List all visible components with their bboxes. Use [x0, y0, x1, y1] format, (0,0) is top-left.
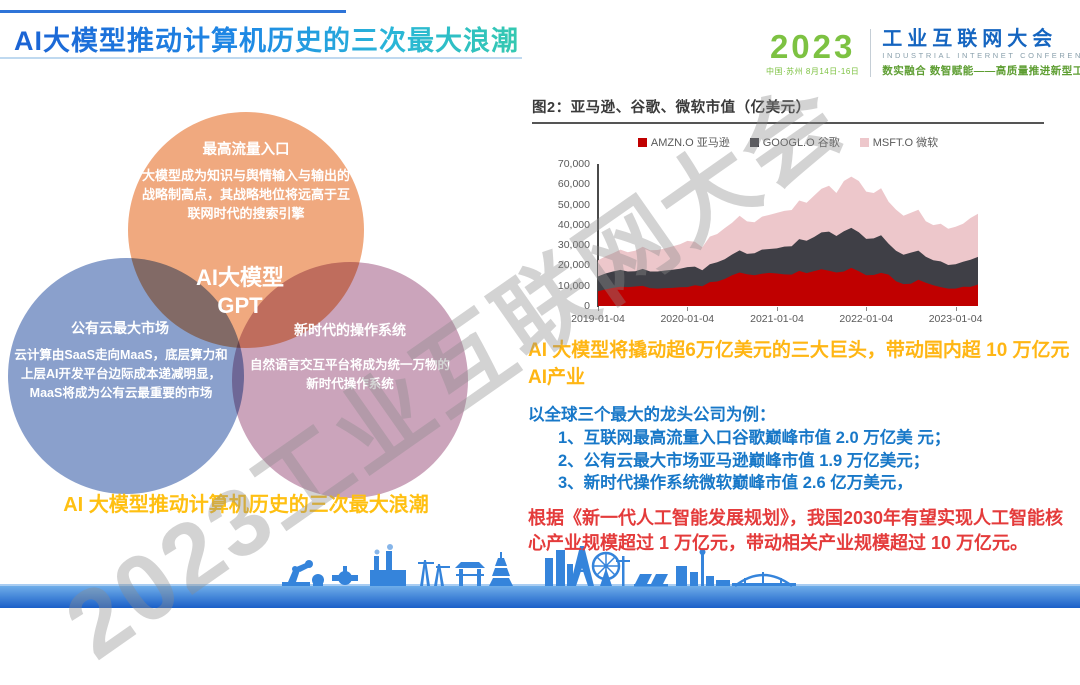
- x-axis-tick-mark: [687, 307, 689, 311]
- legend-item-msft: MSFT.O 微软: [859, 134, 938, 150]
- chart-legend: AMZN.O 亚马逊 GOOGL.O 谷歌 MSFT.O 微软: [532, 134, 1044, 150]
- list-item: 1、互联网最高流量入口谷歌巅峰市值 2.0 万亿美 元；: [558, 428, 951, 447]
- chart-panel: 图2：亚马逊、谷歌、微软市值（亿美元） AMZN.O 亚马逊 GOOGL.O 谷歌…: [532, 96, 1044, 338]
- policy-note-text: 根据《新一代人工智能发展规划》，我国2030年有望实现人工智能核心产业规模超过 …: [528, 508, 1064, 554]
- y-axis-line: [597, 164, 599, 307]
- venn-center-label: AI大模型 GPT: [195, 265, 284, 318]
- bottom-band: [0, 586, 1080, 608]
- y-axis-tick-label: 40,000: [557, 218, 590, 231]
- stacked-area-svg: [598, 176, 978, 306]
- bridge-icon: [732, 572, 796, 587]
- y-axis-tick-label: 20,000: [557, 259, 590, 272]
- venn-diagram: 最高流量入口 大模型成为知识与舆情输入与输出的战略制高点，其战略地位将远高于互联…: [0, 112, 480, 498]
- solar-panels-icon: [634, 574, 668, 587]
- venn-left-body: 云计算由SaaS走向MaaS，底层算力和上层AI开发平台边际成本递减明显，Maa…: [14, 348, 228, 400]
- pole-icon: [616, 556, 630, 586]
- venn-circle-cloud: [8, 258, 244, 494]
- venn-right-title: 新时代的操作系统: [294, 322, 406, 338]
- list-item: 2、公有云最大市场亚马逊巅峰市值 1.9 万亿美元；: [558, 451, 930, 470]
- examples-list-header: 以全球三个最大的龙头公司为例：: [528, 406, 776, 424]
- y-axis-tick-label: 0: [584, 300, 590, 312]
- y-axis-tick-label: 10,000: [557, 279, 590, 292]
- towers-icon: [545, 550, 573, 586]
- conference-logo: 2023 中国·苏州 8月14日-16日 工业互联网大会 INDUSTRIAL …: [766, 28, 1080, 78]
- logo-divider: [870, 29, 872, 77]
- venn-circle-os: [232, 262, 468, 498]
- legend-swatch-icon: [749, 137, 759, 147]
- legend-swatch-icon: [637, 137, 647, 147]
- robot-arm-icon: [282, 560, 324, 586]
- legend-item-amzn: AMZN.O 亚马逊: [637, 134, 730, 150]
- x-axis-tick-label: 2020-01-04: [660, 313, 715, 325]
- skyline-graphic: [0, 544, 1080, 608]
- x-axis-tick-label: 2022-01-04: [839, 313, 894, 325]
- y-axis-tick-label: 70,000: [557, 158, 590, 170]
- examples-list: 以全球三个最大的龙头公司为例： 1、互联网最高流量入口谷歌巅峰市值 2.0 万亿…: [528, 404, 1076, 495]
- area-amzn: [598, 267, 978, 306]
- list-item: 3、新时代操作系统微软巅峰市值 2.6 亿万美元，: [558, 474, 913, 493]
- x-axis-tick-mark: [598, 307, 599, 311]
- legend-item-googl: GOOGL.O 谷歌: [749, 134, 840, 150]
- x-axis-tick-mark: [866, 307, 868, 311]
- cranes-icon: [418, 560, 450, 586]
- logo-name-cn: 工业互联网大会: [882, 28, 1058, 50]
- chart-title: 图2：亚马逊、谷歌、微软市值（亿美元）: [532, 96, 1044, 124]
- logo-venue: 中国·苏州 8月14日-16日: [766, 66, 860, 76]
- logo-name-en: INDUSTRIAL INTERNET CONFERENCE: [882, 51, 1080, 60]
- venn-top-title: 最高流量入口: [202, 142, 290, 158]
- x-axis-tick-mark: [776, 307, 778, 311]
- x-axis-tick-mark: [955, 307, 957, 311]
- x-axis-tick-label: 2023-01-04: [928, 313, 983, 325]
- city-silhouettes: [282, 544, 796, 587]
- valve-icon: [332, 566, 358, 585]
- venn-top-body: 大模型成为知识与舆情输入与输出的战略制高点，其战略地位将远高于互联网时代的搜索引…: [141, 168, 350, 221]
- logo-tagline: 数实融合 数智赋能——高质量推进新型工业化: [882, 65, 1080, 77]
- chart-body: 0 10,000 20,000 30,000 40,000 50,000 60,000 70,…: [532, 156, 1044, 338]
- temple-icon: [455, 562, 485, 586]
- y-axis-tick-label: 50,000: [557, 198, 590, 211]
- header-accent-line: [0, 10, 346, 13]
- legend-swatch-icon: [859, 137, 869, 147]
- venn-right-body: 自然语言交互平台将成为统一万物的新时代操作系统: [249, 358, 450, 391]
- venn-caption: AI 大模型推动计算机历史的三次最大浪潮: [63, 494, 429, 516]
- header-divider-line: [0, 57, 522, 59]
- eiffel-tower-icon: [570, 546, 594, 586]
- logo-year: 2023: [769, 27, 856, 65]
- y-axis-tick-label: 30,000: [557, 239, 590, 252]
- venn-left-title: 公有云最大市场: [71, 320, 169, 336]
- band-highlight: [0, 584, 1080, 587]
- ferris-wheel-icon: [591, 551, 621, 586]
- logo-year-block: 2023 中国·苏州 8月14日-16日: [766, 30, 859, 77]
- logo-name-block: 工业互联网大会 INDUSTRIAL INTERNET CONFERENCE 数…: [882, 28, 1080, 78]
- factory-icon: [370, 544, 406, 586]
- x-axis-tick-label: 2019-01-04: [571, 313, 625, 325]
- y-axis-tick-label: 60,000: [557, 178, 590, 191]
- refinery-icon: [676, 549, 730, 586]
- highlight-text: AI 大模型将撬动超6万亿美元的三大巨头，带动国内超 10 万亿元 AI产业: [528, 340, 1070, 388]
- x-axis-tick-label: 2021-01-04: [750, 313, 804, 325]
- page-title: AI大模型推动计算机历史的三次最大浪潮: [14, 19, 519, 58]
- pagoda-icon: [489, 552, 513, 586]
